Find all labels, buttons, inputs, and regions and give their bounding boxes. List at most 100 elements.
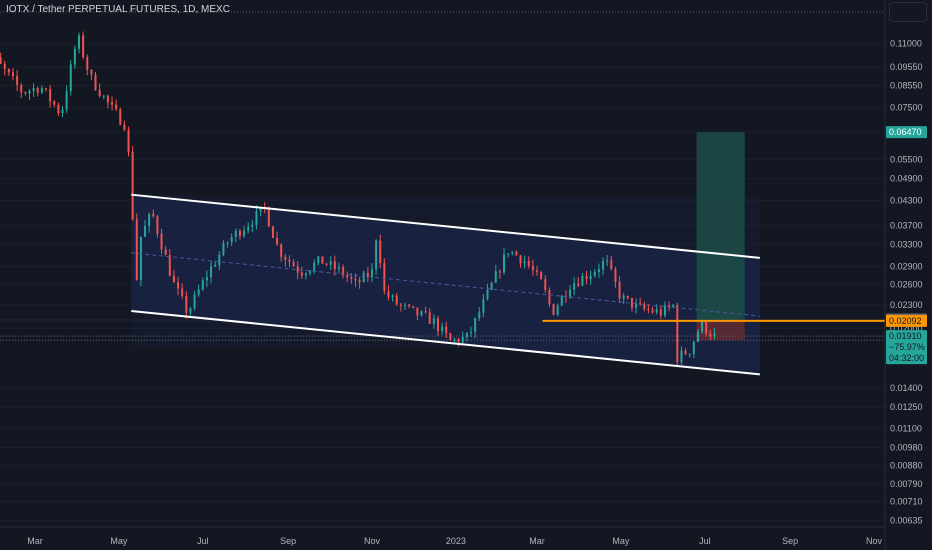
- y-tick-label: 0.01250: [890, 402, 923, 412]
- candle-body: [379, 240, 382, 264]
- candle-body: [358, 280, 361, 283]
- candle-body: [449, 333, 452, 341]
- candle-body: [337, 267, 340, 270]
- candle-body: [593, 271, 596, 276]
- channel-lower-line: [131, 309, 760, 376]
- candle-body: [701, 321, 704, 332]
- candle-body: [317, 256, 320, 263]
- candle-body: [387, 290, 390, 297]
- candle-body: [527, 260, 530, 267]
- candle-body: [478, 312, 481, 319]
- candle-body: [465, 332, 468, 337]
- candle-body: [375, 240, 378, 270]
- current-price-change: −75.97%: [889, 342, 925, 352]
- candle-body: [676, 304, 679, 363]
- candle-body: [36, 88, 39, 93]
- candle-body: [86, 57, 89, 70]
- candle-body: [412, 306, 415, 308]
- candle-body: [626, 295, 629, 298]
- candle-body: [177, 282, 180, 289]
- candle-body: [436, 318, 439, 332]
- candle-body: [205, 277, 208, 281]
- candle-body: [304, 273, 307, 276]
- candle-body: [395, 295, 398, 305]
- candle-body: [643, 304, 646, 309]
- candle-body: [408, 304, 411, 307]
- y-tick-label: 0.00980: [890, 443, 923, 453]
- target-zone: [696, 132, 745, 321]
- candle-body: [684, 350, 687, 355]
- candle-body: [329, 261, 332, 265]
- y-tick-label: 0.03300: [890, 240, 923, 250]
- candle-body: [102, 95, 105, 97]
- price-tag-bg: [886, 126, 927, 139]
- candle-body: [40, 88, 43, 93]
- candle-body: [45, 88, 48, 90]
- candle-body: [259, 206, 262, 212]
- y-tick-label: 0.00710: [890, 497, 923, 507]
- candle-body: [135, 219, 138, 281]
- candle-body: [119, 109, 122, 125]
- candle-body: [597, 269, 600, 272]
- candle-body: [296, 266, 299, 273]
- candle-body: [391, 295, 394, 297]
- candle-body: [399, 304, 402, 306]
- y-tick-label: 0.01100: [890, 423, 922, 433]
- candle-body: [705, 321, 708, 334]
- y-tick-label: 0.05500: [890, 154, 923, 164]
- candle-body: [222, 243, 225, 255]
- candle-body: [214, 264, 217, 267]
- stop-zone: [696, 320, 745, 341]
- candle-body: [115, 104, 118, 110]
- candle-body: [313, 262, 316, 271]
- candle-body: [573, 283, 576, 290]
- candle-body: [123, 124, 126, 130]
- candle-body: [503, 254, 506, 273]
- candle-body: [61, 109, 64, 114]
- candle-body: [193, 294, 196, 309]
- candle-body: [160, 233, 163, 250]
- candle-body: [3, 63, 6, 70]
- candle-body: [713, 333, 716, 337]
- candle-body: [342, 267, 345, 276]
- price-tag-label: 0.02092: [889, 316, 922, 326]
- candle-body: [552, 303, 555, 315]
- candle-body: [486, 289, 489, 300]
- candle-body: [16, 76, 19, 86]
- candle-body: [531, 266, 534, 271]
- candle-body: [453, 339, 456, 341]
- y-axis-ticks: 0.11000 0.09550 0.08550 0.07500 0.05500 0.049…: [890, 38, 923, 525]
- candle-body: [511, 251, 514, 254]
- candle-body: [370, 269, 373, 278]
- candle-body: [610, 260, 613, 269]
- candle-body: [655, 309, 658, 313]
- candle-body: [606, 260, 609, 262]
- candle-body: [523, 260, 526, 264]
- chart-settings-button[interactable]: [889, 2, 927, 22]
- candle-body: [156, 216, 159, 234]
- candle-body: [57, 104, 60, 114]
- candle-body: [346, 275, 349, 278]
- x-tick-label: Nov: [364, 536, 381, 546]
- candle-body: [589, 275, 592, 280]
- candle-body: [152, 213, 155, 217]
- candle-body: [20, 85, 23, 93]
- candle-body: [210, 266, 213, 278]
- candle-body: [181, 288, 184, 297]
- candle-body: [226, 242, 229, 244]
- candle-body: [441, 326, 444, 332]
- candle-body: [420, 311, 423, 316]
- y-tick-label: 0.08550: [890, 80, 923, 90]
- candle-body: [490, 282, 493, 290]
- current-price-tag: 0.01910−75.97%04:32:00: [886, 330, 927, 365]
- y-tick-label: 0.09550: [890, 62, 923, 72]
- candle-body: [49, 89, 52, 102]
- current-price-countdown: 04:32:00: [889, 353, 924, 363]
- candle-body: [172, 275, 175, 283]
- candle-body: [354, 278, 357, 281]
- candle-body: [461, 336, 464, 343]
- candle-body: [403, 304, 406, 306]
- candle-body: [672, 304, 675, 307]
- y-tick-label: 0.04900: [890, 174, 923, 184]
